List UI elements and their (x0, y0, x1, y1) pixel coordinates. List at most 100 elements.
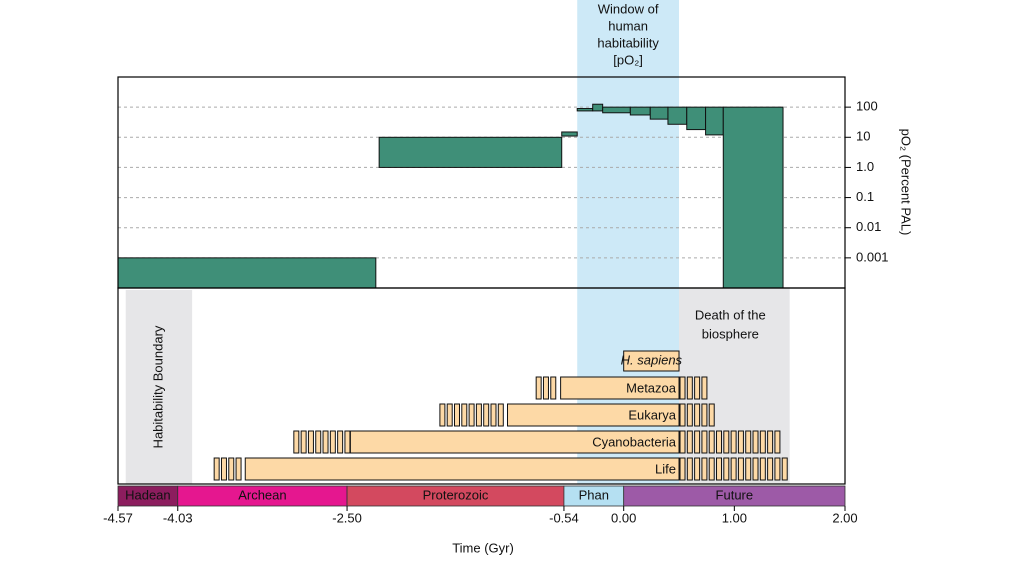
hatch (461, 403, 468, 427)
hatch (679, 376, 686, 400)
hatch (337, 430, 344, 454)
hatch (679, 430, 686, 454)
hatch (774, 457, 781, 481)
hatched-range (213, 457, 242, 481)
hatch (679, 457, 686, 481)
hatch (745, 430, 752, 454)
o2-band (722, 106, 784, 289)
o2-band (602, 106, 631, 114)
zone-label: Death of the (695, 307, 766, 322)
y-axis-label: pO₂ (Percent PAL) (899, 129, 914, 236)
hatch (708, 457, 715, 481)
lineage-label: H. sapiens (621, 352, 683, 367)
zone-label: biosphere (702, 326, 759, 341)
hatch (745, 457, 752, 481)
zone (125, 290, 193, 484)
o2-band (629, 106, 651, 116)
o2-band (705, 106, 724, 136)
hatch (759, 430, 766, 454)
life-panel-frame (117, 287, 846, 485)
window-label: Window of (598, 1, 659, 16)
o2-band (649, 106, 669, 120)
x-tick-label: 0.00 (611, 510, 636, 525)
window-label: [pO₂] (613, 52, 643, 67)
hatch (679, 403, 686, 427)
hatch (228, 457, 235, 481)
hatch (752, 457, 759, 481)
era-label: Archean (238, 487, 286, 502)
hatch (701, 457, 708, 481)
lineage-bar (507, 403, 680, 427)
hatch (686, 457, 693, 481)
hatch (708, 403, 715, 427)
x-tick-label: -4.57 (103, 510, 133, 525)
lineage-bar (349, 430, 680, 454)
hatch (307, 430, 314, 454)
o2-band (117, 257, 377, 289)
era-label: Proterozoic (423, 487, 489, 502)
hatch (701, 430, 708, 454)
hatch (767, 430, 774, 454)
y-tick-label: 1.0 (856, 159, 874, 174)
x-tick-label: -4.03 (163, 510, 193, 525)
y-tick-label: 10 (856, 129, 870, 144)
hatch (490, 403, 497, 427)
hatched-range (293, 430, 351, 454)
hatched-range (535, 376, 557, 400)
o2-band (378, 136, 563, 168)
hatch (759, 457, 766, 481)
hatch (535, 376, 542, 400)
hatch (686, 430, 693, 454)
y-tick-label: 0.001 (856, 249, 889, 264)
hatch (730, 457, 737, 481)
window-label: habitability (597, 35, 659, 50)
hatch (767, 457, 774, 481)
hatch (723, 430, 730, 454)
era-label: Hadean (125, 487, 171, 502)
x-tick-label: -0.54 (549, 510, 579, 525)
hatch (708, 430, 715, 454)
hatch (701, 376, 708, 400)
hatch (497, 403, 504, 427)
lineage-bar (623, 350, 680, 372)
x-axis-label: Time (Gyr) (452, 540, 514, 555)
hatch (446, 403, 453, 427)
hatch (716, 457, 723, 481)
hatch (686, 403, 693, 427)
o2-band (686, 106, 707, 131)
lineage-label: Life (655, 461, 676, 476)
lineage-label: Eukarya (628, 407, 676, 422)
habitability-window (577, 0, 680, 484)
o2-band (576, 108, 594, 112)
hatch (322, 430, 329, 454)
hatch (468, 403, 475, 427)
hatch (737, 430, 744, 454)
hatch (315, 430, 322, 454)
hatch (730, 430, 737, 454)
hatch (701, 403, 708, 427)
hatch (483, 403, 490, 427)
y-tick-label: 0.1 (856, 189, 874, 204)
era-label: Future (716, 487, 754, 502)
o2-band (592, 103, 604, 112)
era-label: Phan (579, 487, 609, 502)
hatched-range (679, 430, 781, 454)
hatch (550, 376, 557, 400)
hatch (737, 457, 744, 481)
hatch (542, 376, 549, 400)
hatch (329, 430, 336, 454)
hatched-range (679, 403, 715, 427)
y-tick-label: 0.01 (856, 219, 881, 234)
y-tick-label: 100 (856, 99, 878, 114)
hatch (293, 430, 300, 454)
hatch (716, 430, 723, 454)
o2-band (667, 106, 688, 125)
hatch (453, 403, 460, 427)
hatch (235, 457, 242, 481)
hatch (781, 457, 788, 481)
hatched-range (679, 376, 708, 400)
hatch (213, 457, 220, 481)
hatch (694, 457, 701, 481)
hatch (344, 430, 351, 454)
